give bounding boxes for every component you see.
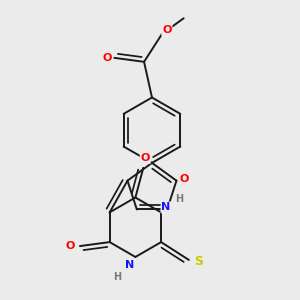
Text: H: H xyxy=(113,272,122,282)
Text: O: O xyxy=(180,174,189,184)
Text: N: N xyxy=(125,260,134,270)
Text: O: O xyxy=(162,25,172,35)
Text: H: H xyxy=(175,194,183,203)
Text: N: N xyxy=(161,202,171,212)
Text: S: S xyxy=(194,255,203,268)
Text: O: O xyxy=(141,153,150,163)
Text: O: O xyxy=(103,53,112,63)
Text: O: O xyxy=(65,241,75,251)
